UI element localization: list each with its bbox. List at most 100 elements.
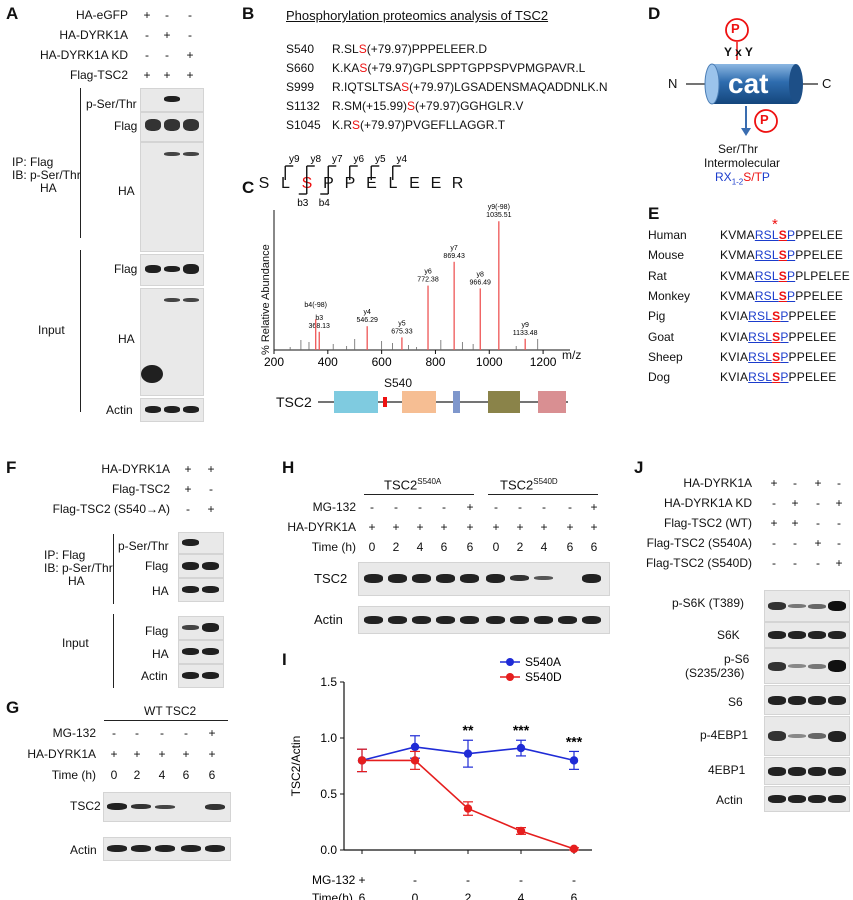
panel-h-sign: + [566,520,574,534]
panel-j-blot-label-4ebp1: 4EBP1 [708,763,746,777]
panel-c-xlabel: m/z [562,348,582,362]
panel-j-sign: - [816,496,820,510]
panel-e-sequence: KVIARSLSPPPELEE [720,370,836,384]
panel-f-sign: - [209,482,213,496]
panel-h-label: H [282,458,295,477]
panel-j-sign: + [770,516,778,530]
panel-h-sign: - [494,500,498,514]
panel-j-sign: - [793,476,797,490]
panel-b-peptide-pre: R.SL [332,42,359,56]
panel-j-band [788,604,806,608]
panel-g-sign: + [158,747,166,761]
panel-g-row-label: HA-DYRK1A [27,747,96,761]
panel-c-y-ion: y5 [375,154,386,165]
panel-j-sign: + [791,496,799,510]
panel-h-sign: 6 [590,540,598,554]
panel-i-point [463,804,473,813]
panel-a-ib-label: IB: p-Ser/Thr [12,168,81,182]
panel-i-point [569,756,579,765]
panel-b-site-id: S1045 [286,118,321,132]
panel-a-sign: + [186,48,194,62]
panel-h-blot-tsc2 [358,562,610,596]
panel-c-y-ion: y4 [396,154,407,165]
panel-i-y-tick-label: 1.0 [320,731,337,745]
panel-e-sequence: KVMARSLSPPPELEE [720,228,843,242]
panel-a-blot-label-pst: p-Ser/Thr [86,97,137,111]
panel-j-sign: - [772,496,776,510]
panel-f-blot-label-ha: HA [152,584,169,598]
panel-f-blot-label-flag: Flag [145,559,169,573]
panel-j-row-label: HA-DYRK1A KD [663,496,752,510]
panel-c-peak-mz: 546.29 [356,317,378,324]
panel-j-sign: - [793,556,797,570]
panel-g-band [131,845,151,852]
panel-e-seq-pre: KVMA [720,288,755,303]
panel-g-band [107,803,127,810]
panel-b-peptide-post: (+79.97)PVGEFLLAGGR.T [360,118,506,132]
panel-i-point [516,743,526,753]
panel-j-band [768,661,786,671]
panel-i-label: I [282,650,287,669]
panel-i-point [516,826,526,836]
panel-c-peak-label: y8 [477,271,485,278]
panel-e-seq-pre: KVMA [720,248,755,263]
panel-g-sign: - [160,726,164,740]
panel-h-sign: 6 [566,540,574,554]
panel-g-sign: - [135,726,139,740]
panel-f-input-label: Input [62,636,89,650]
panel-d-cat: cat [728,68,769,99]
panel-c-residue: L [281,175,290,192]
panel-i-mg132-value: - [519,873,523,887]
panel-a-row-label: HA-DYRK1A [59,28,128,42]
panel-e-seq-pre: KVIA [720,309,749,324]
panel-h-band [460,616,479,624]
panel-h-group2: TSC2S540D [500,477,558,493]
panel-i-significance: ** [463,722,474,738]
panel-h-sign: - [418,500,422,514]
panel-e-sequence: KVMARSLSPPLPELEE [720,269,850,283]
panel-b-label: B [242,4,255,23]
panel-h-sign: + [440,520,448,534]
panel-e-seq-post: PPELEE [788,370,837,385]
panel-d-c: C [822,76,832,91]
panel-c-residue: E [409,175,420,192]
panel-e-seq-site: S [778,248,787,263]
panel-e-sequence: KVIARSLSPPPELEE [720,350,836,364]
panel-f-blot-ha-input [178,640,224,664]
panel-j-band [828,695,846,705]
panel-h-band [364,616,383,624]
panel-i-y-tick-label: 0.0 [320,843,337,857]
panel-i-point [357,756,367,765]
panel-c-b-ion: b4 [319,198,331,209]
panel-h-band [412,616,431,624]
panel-e-seq-site: S [778,268,787,283]
panel-i-mg132-value: - [466,873,470,887]
panel-h-sign: - [442,500,446,514]
panel-a-sign: + [143,8,151,22]
panel-a-blot-label-flag: Flag [114,119,138,133]
panel-f-blot-flag [178,554,224,578]
panel-b-peptide-site: S [359,61,368,75]
panel-h-band [388,616,407,624]
panel-g-row-label: MG-132 [52,726,96,740]
panel-h-sign: + [466,500,474,514]
panel-a-ib-ha: HA [40,181,57,195]
panel-j-sign: - [772,556,776,570]
panel-j-band [768,602,786,610]
panel-a-sign: - [145,28,149,42]
panel-i-point [463,749,473,758]
panel-c-peak-label: y6 [424,269,432,276]
panel-b-peptide-post: (+79.97)GPLSPPTGPPSPVPMGPAVR.L [367,61,586,75]
panel-e-seq-post: PPELEE [795,248,844,263]
panel-i-significance: *** [566,733,583,749]
panel-g-sign: 4 [158,768,166,782]
panel-j-band [828,730,846,742]
panel-a-blot-flag [140,112,204,142]
panel-h-sign: 6 [440,540,448,554]
panel-j-row-label: HA-DYRK1A [683,476,752,490]
panel-a-ip-label: IP: Flag [12,155,54,169]
panel-e-seq-site: S [772,349,781,364]
panel-g-sign: + [133,747,141,761]
panel-i-time-value: 0 [412,891,419,900]
